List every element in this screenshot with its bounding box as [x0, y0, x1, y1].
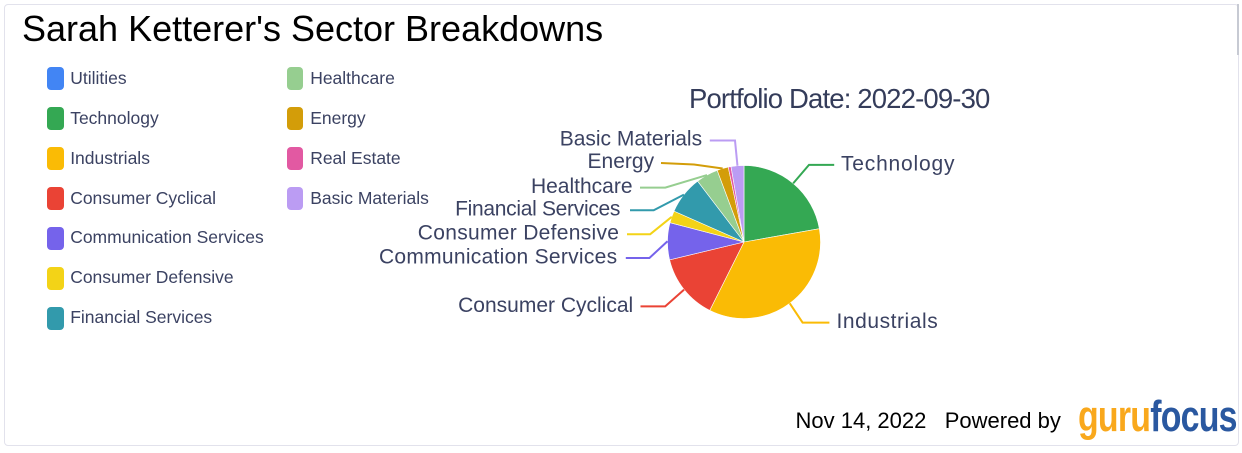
svg-text:Communication Services: Communication Services — [379, 245, 617, 268]
svg-text:Financial Services: Financial Services — [455, 198, 620, 221]
svg-text:Consumer Cyclical: Consumer Cyclical — [458, 294, 633, 317]
svg-text:Energy: Energy — [588, 150, 655, 173]
svg-text:Healthcare: Healthcare — [531, 175, 633, 198]
svg-text:Basic Materials: Basic Materials — [560, 127, 702, 150]
svg-text:Technology: Technology — [841, 152, 955, 175]
svg-text:Industrials: Industrials — [837, 310, 939, 333]
svg-text:Consumer Defensive: Consumer Defensive — [418, 222, 620, 245]
